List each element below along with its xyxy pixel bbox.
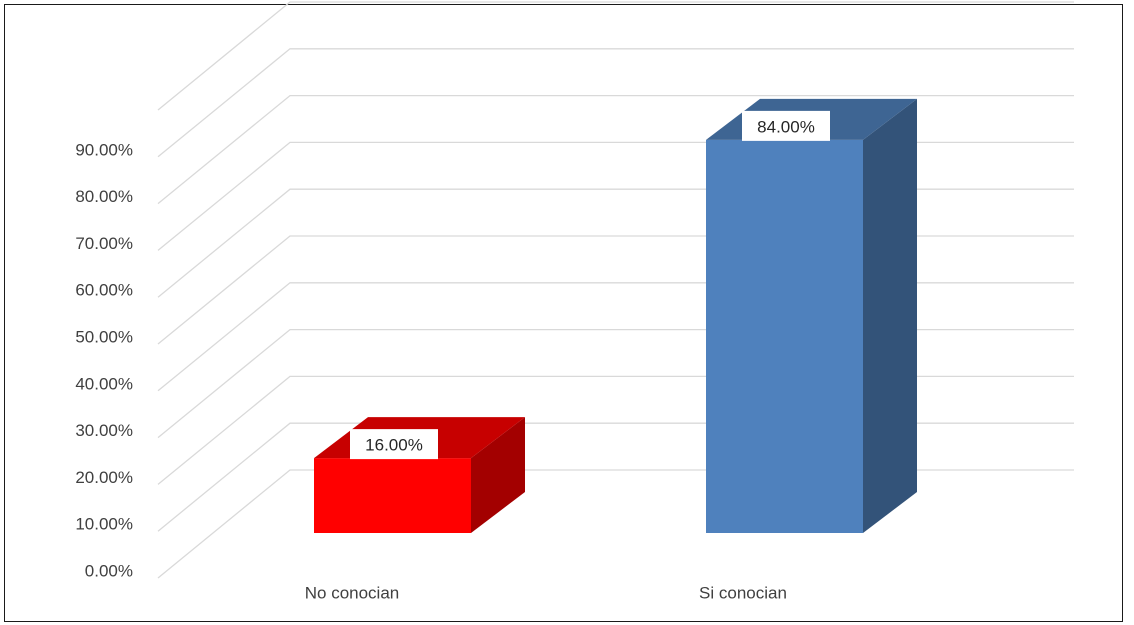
gridline [157,282,1074,392]
data-label-box [742,110,830,141]
gridline [157,1,1074,111]
gridline [157,235,1074,345]
y-tick-label: 90.00% [75,140,133,159]
bars: 16.00% 84.00% [314,98,917,533]
category-label: Si conocian [699,583,787,602]
bar-side [471,417,525,533]
y-tick-label: 10.00% [75,515,133,534]
category-label: No conocian [305,583,400,602]
gridlines [157,1,1074,579]
gridline [157,94,1074,205]
y-tick-label: 0.00% [85,561,133,580]
y-tick-label: 40.00% [75,374,133,393]
y-tick-label: 70.00% [75,234,133,253]
gridline [157,188,1074,298]
y-axis-ticks: 0.00% 10.00% 20.00% 30.00% 40.00% 50.00% 60.00… [75,140,133,580]
x-axis-categories: No conocian Si conocian [305,583,787,602]
gridline [157,328,1074,439]
y-tick-label: 60.00% [75,281,133,300]
gridline [157,141,1074,251]
y-tick-label: 30.00% [75,421,133,440]
y-tick-label: 50.00% [75,327,133,346]
gridline [157,375,1074,485]
y-tick-label: 80.00% [75,187,133,206]
bar-front [706,139,863,533]
data-label: 84.00% [757,117,815,136]
bar-side [863,98,917,533]
bar-front [314,458,471,533]
gridline [157,469,1074,579]
y-tick-label: 20.00% [75,468,133,487]
gridline [157,48,1074,158]
data-label-box [350,429,438,460]
gridline [157,422,1074,532]
chart-frame [4,4,1123,622]
data-label: 16.00% [365,436,423,455]
